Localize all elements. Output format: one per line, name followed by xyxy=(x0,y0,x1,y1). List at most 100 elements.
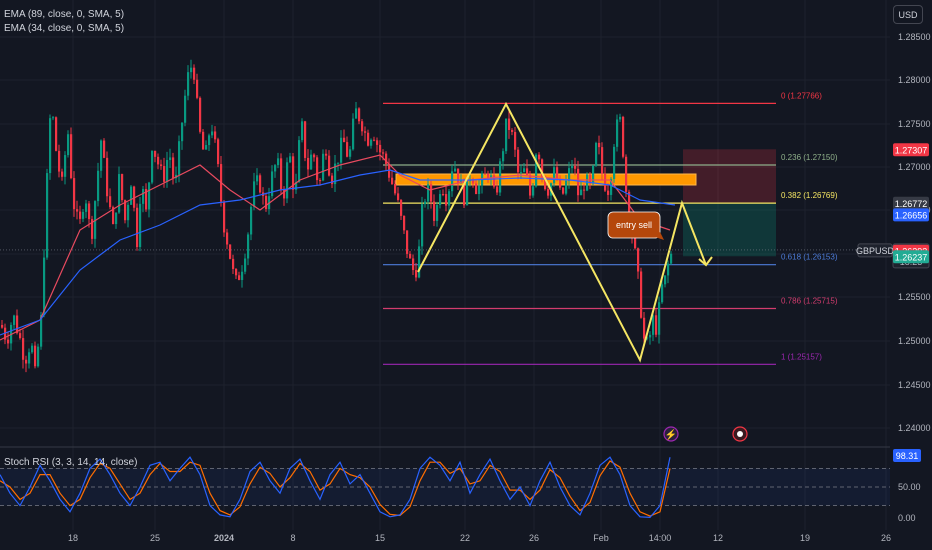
candle-body xyxy=(232,258,235,269)
candle-body xyxy=(601,147,604,174)
candle-body xyxy=(121,174,124,201)
candle-body xyxy=(337,162,340,164)
candle-body xyxy=(361,121,364,132)
stoch-rsi-legend[interactable]: Stoch RSI (3, 3, 14, 14, close) xyxy=(4,457,138,468)
fib-level-label: 0 (1.27766) xyxy=(781,91,822,100)
price-tick-label: 1.25500 xyxy=(898,292,931,302)
candle-body xyxy=(76,209,79,212)
time-tick-label: 15 xyxy=(375,533,385,543)
candle-body xyxy=(190,67,193,73)
candle-body xyxy=(406,230,409,254)
lightning-glyph: ⚡ xyxy=(665,428,677,441)
candle-body xyxy=(88,203,91,220)
candle-body xyxy=(652,315,655,335)
candle-body xyxy=(55,117,58,151)
symbol-badge xyxy=(857,243,893,258)
candle-body xyxy=(622,116,625,157)
candle-body xyxy=(298,140,301,183)
candle-body xyxy=(31,345,34,353)
candle-body xyxy=(283,189,286,199)
candle-body xyxy=(235,268,238,276)
candle-body xyxy=(457,168,460,184)
candle-body xyxy=(25,359,28,364)
candle-body xyxy=(436,205,439,221)
candle-body xyxy=(301,121,304,141)
candle-body xyxy=(274,165,277,172)
fibonacci-retracement[interactable]: 0 (1.27766) 0.236 (1.27150) 0.382 (1.26769… xyxy=(383,91,838,365)
candle-body xyxy=(178,141,181,175)
candle-body xyxy=(397,193,400,200)
stoch-k-line[interactable] xyxy=(0,456,671,519)
candle-body xyxy=(28,352,31,364)
candle-body xyxy=(595,142,598,166)
price-tick-label: 1.25000 xyxy=(898,336,931,346)
price-badge xyxy=(893,196,929,210)
time-tick-label: 25 xyxy=(150,533,160,543)
candle-body xyxy=(463,180,466,206)
time-tick-label: 12 xyxy=(713,533,723,543)
candle-body xyxy=(238,275,241,280)
candle-body xyxy=(49,118,52,174)
price-tick-label: 1.27500 xyxy=(898,119,931,129)
pattern-drawing[interactable] xyxy=(417,101,713,363)
candle-body xyxy=(484,173,487,175)
entry-sell-callout[interactable] xyxy=(607,211,661,239)
time-tick-label: 26 xyxy=(881,533,891,543)
candle-body xyxy=(286,162,289,199)
time-tick-label: 14:00 xyxy=(649,533,672,543)
candle-body xyxy=(352,118,355,150)
symbol-badge-text: GBPUSD xyxy=(856,246,895,256)
time-axis[interactable]: 18 25 2024 8 15 22 26 Feb 14:00 12 19 26 xyxy=(68,533,891,543)
candle-body xyxy=(409,253,412,259)
candle-body xyxy=(628,191,631,229)
candle-body xyxy=(487,173,490,179)
stoch-tick-label: 0.00 xyxy=(898,513,916,523)
zigzag-line[interactable] xyxy=(417,101,707,363)
candle-body xyxy=(433,201,436,221)
time-tick-label: 22 xyxy=(460,533,470,543)
candle-body xyxy=(403,215,406,231)
candle-body xyxy=(493,175,496,187)
candle-body xyxy=(517,149,520,173)
time-tick-label: 8 xyxy=(290,533,295,543)
ema34-legend[interactable]: EMA (34, close, 0, SMA, 5) xyxy=(4,23,125,34)
candle-body xyxy=(646,337,649,339)
candle-body xyxy=(358,108,361,122)
candle-body xyxy=(496,186,499,193)
candle-body xyxy=(37,346,40,367)
candle-body xyxy=(151,150,154,183)
candle-body xyxy=(400,199,403,216)
candle-body xyxy=(664,275,667,285)
stoch-rsi-pane[interactable]: 50.00 0.00 98.31 xyxy=(0,449,921,523)
fib-level-label: 0.382 (1.26769) xyxy=(781,191,838,200)
candle-body xyxy=(544,176,547,190)
stop-loss-zone[interactable] xyxy=(683,149,776,203)
candle-body xyxy=(583,189,586,191)
candle-body xyxy=(100,140,103,171)
ema89-legend[interactable]: EMA (89, close, 0, SMA, 5) xyxy=(4,9,125,20)
time-tick-label: 2024 xyxy=(214,533,234,543)
candle-body xyxy=(334,163,337,185)
ema89-line[interactable] xyxy=(0,169,676,336)
candle-body xyxy=(445,194,448,206)
candle-body xyxy=(187,72,190,96)
candle-body xyxy=(637,248,640,272)
candle-body xyxy=(448,191,451,206)
stoch-d-line[interactable] xyxy=(0,460,671,517)
fib-level-label: 0.786 (1.25715) xyxy=(781,297,838,306)
candle-body xyxy=(157,156,160,165)
price-tick-label: 1.28000 xyxy=(898,75,931,85)
candle-body xyxy=(166,160,169,182)
candle-body xyxy=(556,167,559,180)
candle-body xyxy=(502,151,505,162)
currency-button[interactable]: USD xyxy=(893,5,923,24)
candle-body xyxy=(532,186,535,196)
candle-body xyxy=(253,181,256,207)
candle-body xyxy=(592,165,595,184)
candle-body xyxy=(523,168,526,173)
lightning-event-icon[interactable] xyxy=(663,426,679,442)
take-profit-zone[interactable] xyxy=(683,202,776,257)
candle-body xyxy=(529,174,532,196)
price-badge xyxy=(893,208,929,222)
